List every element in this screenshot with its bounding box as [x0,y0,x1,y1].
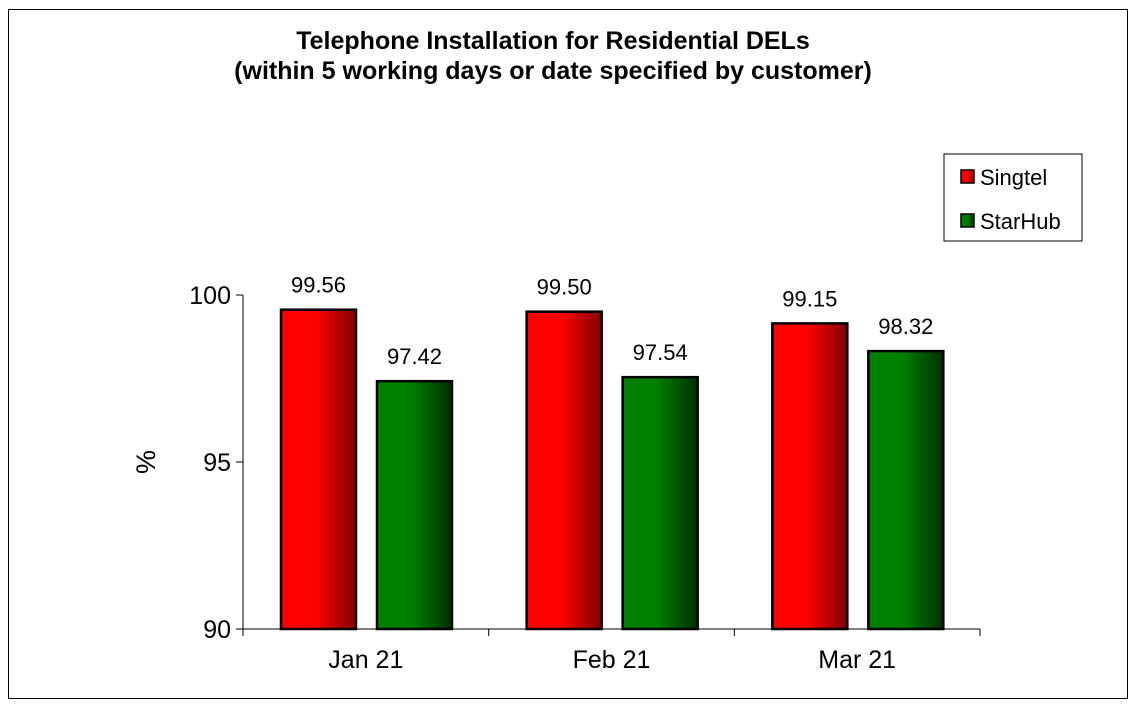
chart-subtitle: (within 5 working days or date specified… [234,57,872,85]
legend-label-starhub: StarHub [980,209,1061,234]
legend-box [943,153,1083,242]
x-tick-label-1: Feb 21 [573,646,651,674]
bar-starhub-0 [375,379,454,631]
plot-area: 99.56 97.42 Jan 21 99.50 97.54 Feb 21 99.15 98.… [189,273,981,674]
bar-starhub-1 [621,375,699,631]
y-tick-label-0: 90 [203,616,231,644]
bar-singtel-1 [525,310,603,631]
data-label-starhub-0: 97.42 [387,344,442,369]
legend: Singtel StarHub [943,153,1083,242]
x-tick-label-2: Mar 21 [818,646,896,674]
legend-swatch-starhub [960,213,975,228]
data-label-singtel-2: 99.15 [782,286,837,311]
y-tick-label-1: 95 [203,449,231,477]
x-tick-label-0: Jan 21 [328,646,403,674]
data-label-singtel-0: 99.56 [291,273,346,298]
legend-swatch-singtel [960,169,975,184]
bar-singtel-0 [279,308,358,631]
data-label-starhub-2: 98.32 [878,314,933,339]
chart-title: Telephone Installation for Residential D… [296,27,810,55]
y-axis-title: % [131,450,161,474]
data-label-starhub-1: 97.54 [633,340,688,365]
bar-starhub-2 [867,349,945,631]
y-tick-label-2: 100 [189,282,231,310]
legend-label-singtel: Singtel [980,165,1047,190]
bar-singtel-2 [771,322,849,631]
data-label-singtel-1: 99.50 [537,275,592,300]
